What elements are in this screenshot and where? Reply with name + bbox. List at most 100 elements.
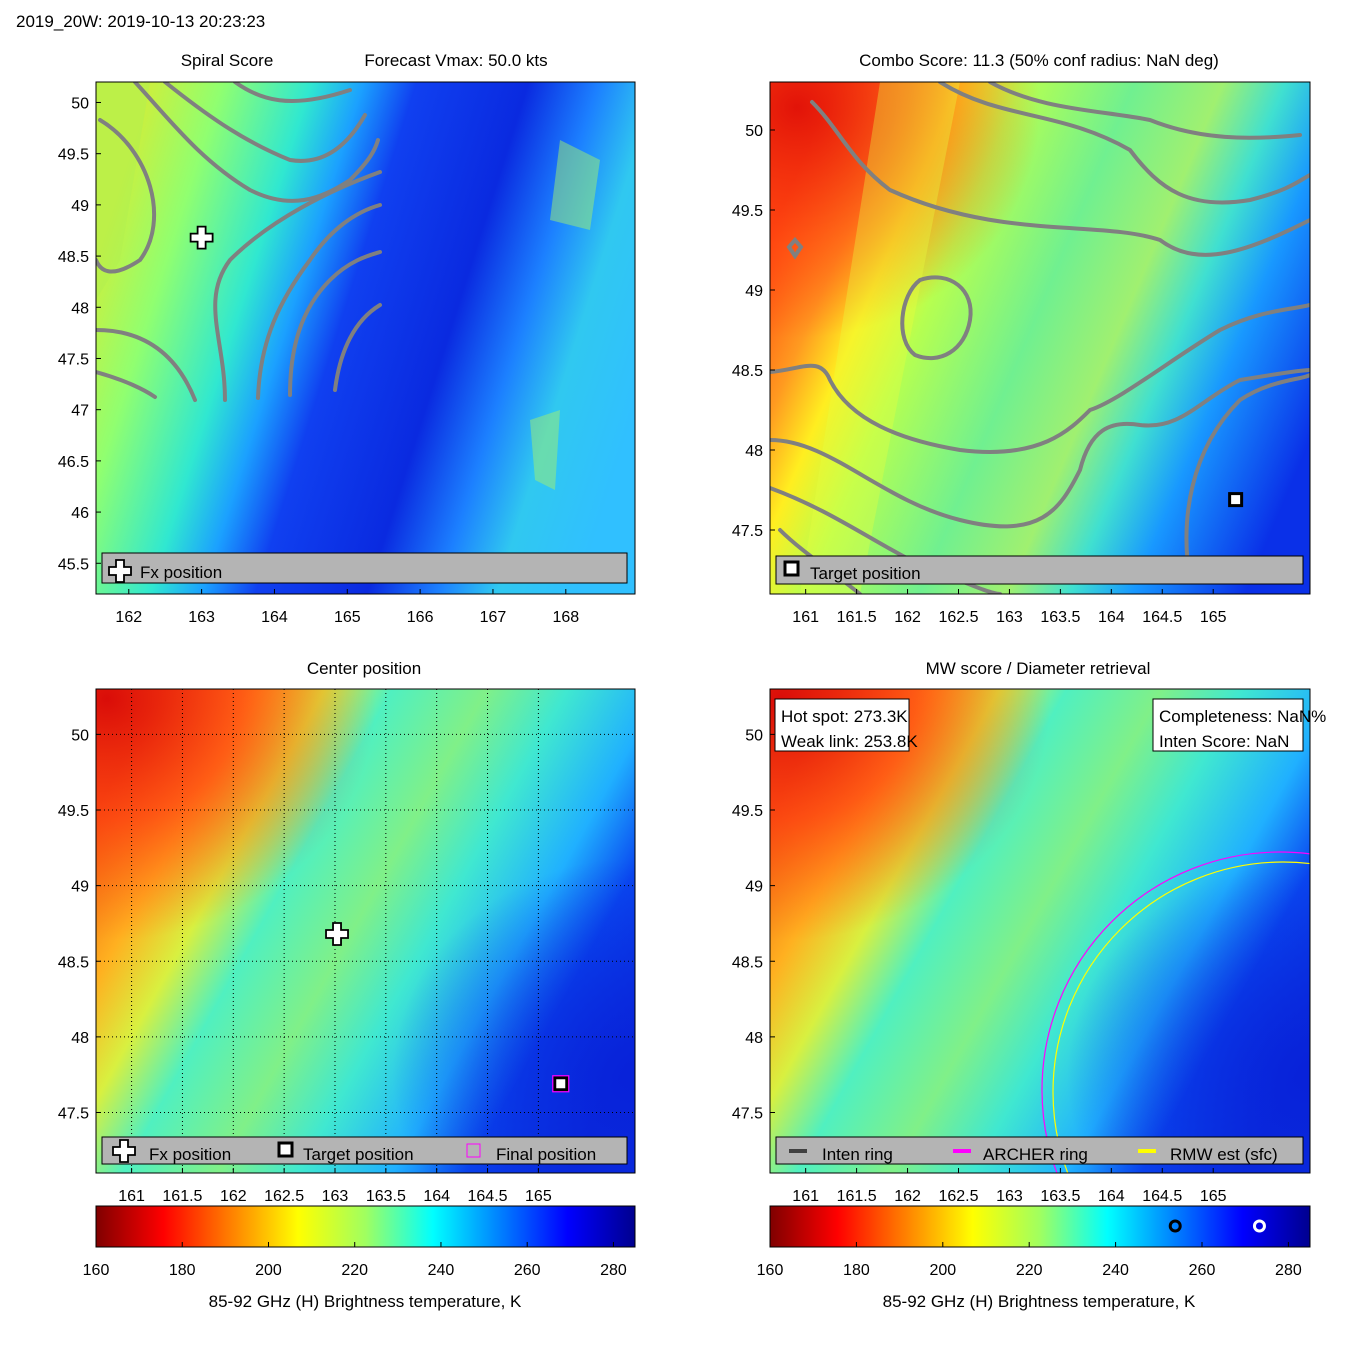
x-tick-label: 163 bbox=[322, 1188, 349, 1205]
x-tick-label: 161 bbox=[792, 609, 819, 626]
legend-label: Fx position bbox=[140, 563, 222, 582]
x-tick-label: 164 bbox=[261, 609, 288, 626]
axis-ticks: 162 163 164 165 166 167 168 45.5 46 46.5 47 47.5 48 4… bbox=[58, 95, 579, 626]
x-tick-label: 161.5 bbox=[162, 1188, 202, 1205]
colorbar-tick-label: 220 bbox=[341, 1262, 368, 1279]
y-tick-label: 48.5 bbox=[732, 954, 763, 971]
y-tick-label: 50 bbox=[745, 727, 763, 744]
colorbar-strip bbox=[769, 1205, 1311, 1248]
x-tick-label: 162 bbox=[894, 609, 921, 626]
y-tick-label: 47.5 bbox=[732, 523, 763, 540]
y-tick-label: 47.5 bbox=[58, 1106, 89, 1123]
warm-patch bbox=[550, 140, 600, 230]
target-position-marker bbox=[1228, 492, 1244, 508]
colorbar-tick-label: 200 bbox=[929, 1262, 956, 1279]
legend-box bbox=[775, 1136, 1304, 1165]
grid-lines bbox=[96, 689, 635, 1173]
colorbar-label: 85-92 GHz (H) Brightness temperature, K bbox=[209, 1292, 522, 1311]
legend-label: Fx position bbox=[149, 1145, 231, 1164]
completeness-label: Completeness: NaN% bbox=[1159, 707, 1326, 726]
intenscore-label: Inten Score: NaN bbox=[1159, 732, 1289, 751]
y-tick-label: 46.5 bbox=[58, 454, 89, 471]
x-tick-label: 162.5 bbox=[938, 1188, 978, 1205]
y-tick-label: 49 bbox=[745, 879, 763, 896]
completeness-box bbox=[1152, 698, 1304, 752]
plot-frame bbox=[95, 81, 636, 595]
colorbar-tick-label: 160 bbox=[757, 1262, 784, 1279]
x-tick-label: 164 bbox=[423, 1188, 450, 1205]
x-tick-label: 165 bbox=[1200, 1188, 1227, 1205]
axis-ticks: 161 161.5 162 162.5 163 163.5 164 164.5 165 47.5 4… bbox=[732, 727, 1227, 1205]
x-tick-label: 163 bbox=[188, 609, 215, 626]
markers bbox=[325, 922, 570, 1093]
y-tick-label: 46 bbox=[71, 505, 89, 522]
colorbar-ticks: 160 180 200 220 240 260 280 bbox=[83, 1242, 627, 1279]
hotspot-box bbox=[774, 698, 910, 752]
legend-label: Target position bbox=[810, 564, 921, 583]
x-tick-label: 164.5 bbox=[1142, 1188, 1182, 1205]
markers bbox=[189, 225, 214, 250]
y-tick-label: 50 bbox=[71, 95, 89, 112]
legend-box bbox=[101, 552, 628, 584]
y-tick-label: 50 bbox=[745, 123, 763, 140]
cold-region bbox=[96, 689, 635, 1173]
heatmap-field bbox=[96, 82, 635, 594]
combo-score-panel: Combo Score: 11.3 (50% conf radius: NaN … bbox=[732, 51, 1311, 626]
x-tick-label: 165 bbox=[1200, 609, 1227, 626]
hotspot-colorbar-marker bbox=[1252, 1219, 1266, 1233]
markers bbox=[1228, 492, 1244, 508]
colorbar-markers bbox=[1168, 1219, 1266, 1233]
plot-frame bbox=[95, 688, 636, 1174]
panel-title: MW score / Diameter retrieval bbox=[926, 659, 1151, 678]
x-tick-label: 162 bbox=[894, 1188, 921, 1205]
plot-frame bbox=[769, 81, 1311, 595]
colorbar-tick-label: 260 bbox=[1189, 1262, 1216, 1279]
colorbar-tick-label: 200 bbox=[255, 1262, 282, 1279]
center-position-panel: Center position 161 161.5 162 162.5 163 163.5… bbox=[58, 659, 636, 1205]
archer-ring bbox=[1041, 851, 1310, 1173]
x-tick-label: 164 bbox=[1098, 1188, 1125, 1205]
legend-box bbox=[101, 1136, 628, 1165]
y-tick-label: 49.5 bbox=[58, 803, 89, 820]
warm-band bbox=[96, 82, 150, 300]
y-tick-label: 48.5 bbox=[732, 363, 763, 380]
colorbar-tick-label: 160 bbox=[83, 1262, 110, 1279]
y-tick-label: 50 bbox=[71, 727, 89, 744]
legend-label: RMW est (sfc) bbox=[1170, 1145, 1278, 1164]
spiral-score-panel: Spiral Score Forecast Vmax: 50.0 kts 162… bbox=[58, 51, 636, 626]
fx-legend-icon bbox=[108, 559, 132, 583]
contour-lines bbox=[96, 82, 382, 402]
y-tick-label: 48 bbox=[71, 300, 89, 317]
rmw-ring bbox=[1052, 861, 1310, 1173]
colorbar-tick-label: 240 bbox=[428, 1262, 455, 1279]
y-tick-label: 48 bbox=[71, 1030, 89, 1047]
axis-ticks: 161 161.5 162 162.5 163 163.5 164 164.5 165 47.5 4… bbox=[58, 727, 552, 1205]
panel-subtitle: Forecast Vmax: 50.0 kts bbox=[364, 51, 547, 70]
y-tick-label: 48 bbox=[745, 1030, 763, 1047]
final-legend-icon bbox=[466, 1143, 481, 1158]
target-legend-icon bbox=[783, 560, 800, 577]
colorbar-right: 160 180 200 220 240 260 280 85-92 GHz (H) Brig… bbox=[757, 1205, 1311, 1311]
x-tick-label: 165 bbox=[525, 1188, 552, 1205]
colorbar-tick-label: 280 bbox=[1275, 1262, 1302, 1279]
y-tick-label: 49.5 bbox=[58, 147, 89, 164]
y-tick-label: 49.5 bbox=[732, 803, 763, 820]
legend-box bbox=[775, 555, 1304, 585]
colorbar-left: 160 180 200 220 240 260 280 85-92 GHz (H) Brig… bbox=[83, 1205, 636, 1311]
legend-label: Inten ring bbox=[822, 1145, 893, 1164]
colorbar-label: 85-92 GHz (H) Brightness temperature, K bbox=[883, 1292, 1196, 1311]
x-tick-label: 162 bbox=[220, 1188, 247, 1205]
legend-label: ARCHER ring bbox=[983, 1145, 1088, 1164]
mw-score-panel: MW score / Diameter retrieval 161 161.5 16… bbox=[732, 659, 1326, 1205]
target-legend-icon bbox=[277, 1141, 294, 1158]
x-tick-label: 162.5 bbox=[264, 1188, 304, 1205]
legend-label: Target position bbox=[303, 1145, 414, 1164]
x-tick-label: 161.5 bbox=[837, 609, 877, 626]
y-tick-label: 49.5 bbox=[732, 203, 763, 220]
x-tick-label: 163 bbox=[996, 609, 1023, 626]
colorbar-tick-label: 240 bbox=[1102, 1262, 1129, 1279]
colorbar-tick-label: 280 bbox=[600, 1262, 627, 1279]
y-tick-label: 48.5 bbox=[58, 954, 89, 971]
fx-position-marker bbox=[189, 225, 214, 250]
x-tick-label: 162 bbox=[115, 609, 142, 626]
